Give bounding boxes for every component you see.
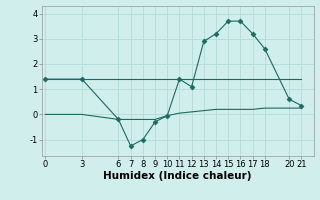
X-axis label: Humidex (Indice chaleur): Humidex (Indice chaleur) bbox=[103, 171, 252, 181]
